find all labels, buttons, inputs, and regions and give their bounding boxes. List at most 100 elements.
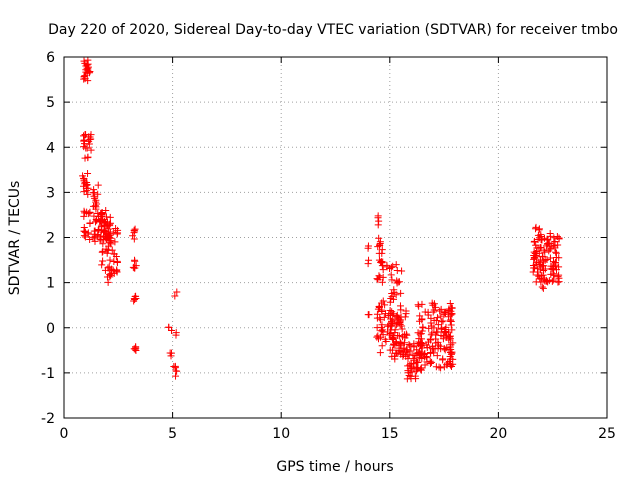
data-point (533, 244, 541, 252)
data-point (550, 242, 558, 250)
data-point (402, 307, 410, 315)
data-point (376, 333, 384, 341)
data-point (544, 278, 552, 286)
data-point (530, 264, 538, 272)
data-point (393, 349, 401, 357)
x-axis-label: GPS time / hours (276, 459, 393, 475)
data-point (130, 226, 138, 234)
data-point (555, 263, 563, 271)
data-point (374, 243, 382, 251)
data-point (395, 315, 403, 323)
data-point (171, 292, 179, 300)
data-point (386, 307, 394, 315)
data-point (398, 325, 406, 333)
data-point (84, 154, 92, 162)
data-point (389, 311, 397, 319)
data-point (417, 342, 425, 350)
data-point (389, 332, 397, 340)
data-point (447, 321, 455, 329)
data-point (84, 77, 92, 85)
data-point (375, 249, 383, 257)
data-point (530, 255, 538, 263)
data-point (412, 375, 420, 383)
data-point (166, 349, 174, 357)
y-tick-label: 3 (46, 185, 55, 201)
data-point (84, 184, 92, 192)
data-point (391, 329, 399, 337)
data-point (436, 307, 444, 315)
data-point (530, 238, 538, 246)
data-point (419, 323, 427, 331)
data-point (383, 263, 391, 271)
data-point (429, 345, 437, 353)
chart-title: Day 220 of 2020, Sidereal Day-to-day VTE… (48, 22, 618, 38)
data-point (81, 131, 89, 139)
data-point (378, 342, 386, 350)
data-point (555, 234, 563, 242)
data-point (130, 235, 138, 243)
data-point (82, 144, 90, 152)
data-point (540, 234, 548, 242)
data-point (410, 356, 418, 364)
data-point (437, 312, 445, 320)
data-point (394, 278, 402, 286)
data-point (113, 257, 121, 265)
data-point (427, 331, 435, 339)
data-point (81, 228, 89, 236)
data-point (373, 275, 381, 283)
data-point (413, 365, 421, 373)
data-point (447, 307, 455, 315)
data-point (441, 309, 449, 317)
data-point (98, 261, 106, 269)
data-point (379, 297, 387, 305)
data-point (378, 246, 386, 254)
data-point (377, 257, 385, 265)
data-point (82, 68, 90, 76)
data-point (398, 267, 406, 275)
data-point (542, 277, 550, 285)
data-point (537, 231, 545, 239)
data-point (99, 247, 107, 255)
data-point (554, 241, 562, 249)
data-point (446, 332, 454, 340)
data-point (391, 316, 399, 324)
data-point (401, 313, 409, 321)
data-point (80, 136, 88, 144)
data-point (447, 362, 455, 370)
data-point (437, 364, 445, 372)
data-point (411, 352, 419, 360)
data-point (437, 324, 445, 332)
data-point (101, 266, 109, 274)
data-point (172, 331, 180, 339)
data-point (397, 340, 405, 348)
data-point (418, 300, 426, 308)
data-point (552, 253, 560, 261)
data-point (538, 283, 546, 291)
data-point (132, 343, 140, 351)
data-point (99, 257, 107, 265)
data-point (417, 364, 425, 372)
data-point (373, 314, 381, 322)
data-point (87, 146, 95, 154)
data-point (380, 313, 388, 321)
data-point (403, 375, 411, 383)
data-point (101, 227, 109, 235)
data-point (545, 247, 553, 255)
data-points (79, 56, 563, 383)
data-point (410, 342, 418, 350)
data-point (131, 264, 139, 272)
data-point (103, 233, 111, 241)
data-point (392, 321, 400, 329)
data-point (84, 169, 92, 177)
data-point (549, 276, 557, 284)
data-point (429, 301, 437, 309)
data-point (532, 225, 540, 233)
data-point (393, 266, 401, 274)
data-point (113, 230, 121, 238)
data-point (439, 317, 447, 325)
data-point (551, 238, 559, 246)
data-point (86, 219, 94, 227)
data-point (170, 362, 178, 370)
data-point (90, 186, 98, 194)
